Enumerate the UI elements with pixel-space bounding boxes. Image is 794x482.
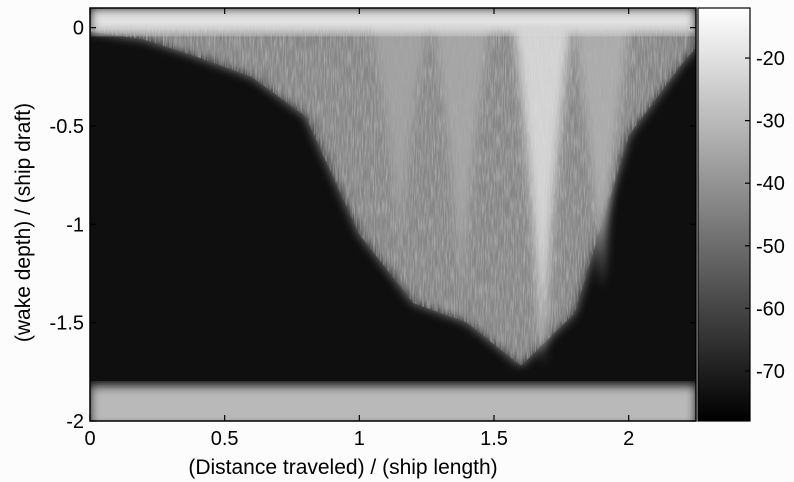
y-tick-label: -1.5: [50, 313, 84, 335]
colorbar-tick-label: -60: [756, 298, 785, 320]
colorbar-tick-label: -20: [756, 48, 785, 70]
colorbar-tick-label: -70: [756, 361, 785, 383]
heatmap-area: [90, 8, 696, 421]
x-axis-label: (Distance traveled) / (ship length): [188, 456, 497, 479]
y-tick-label: -2: [66, 411, 84, 433]
surface-band: [90, 8, 696, 34]
colorbar-tick-label: -50: [756, 236, 785, 258]
bottom-band: [90, 385, 696, 421]
colorbar-tick-label: -30: [756, 111, 785, 133]
wake-plume: [514, 27, 571, 366]
x-tick-label: 0.5: [211, 428, 239, 450]
y-tick-label: -1: [66, 214, 84, 236]
y-tick-label: -0.5: [50, 116, 84, 138]
wake-plume: [573, 27, 630, 288]
x-tick-label: 2: [623, 428, 634, 450]
colorbar: [697, 7, 751, 422]
y-axis-label: (wake depth) / (ship draft): [12, 103, 35, 342]
wake-plume: [371, 27, 428, 244]
x-tick-label: 1: [354, 428, 365, 450]
colorbar-tick-label: -40: [756, 173, 785, 195]
plot-frame: [89, 7, 697, 422]
x-tick-label: 0: [84, 428, 95, 450]
x-tick-label: 1.5: [480, 428, 508, 450]
y-tick-label: 0: [73, 18, 84, 40]
wake-plume: [433, 27, 490, 294]
